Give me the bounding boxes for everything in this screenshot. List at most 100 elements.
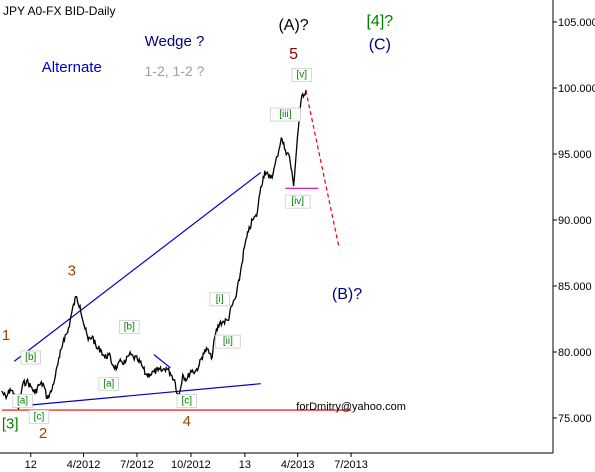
price-point <box>38 384 40 386</box>
chart-annotation: 1 <box>2 327 10 344</box>
price-point <box>239 273 241 275</box>
wave-label-minor: [ii] <box>223 336 233 347</box>
price-point <box>108 353 110 356</box>
wave-label-box <box>176 394 198 408</box>
chart-annotation: Wedge ? <box>145 33 205 50</box>
wave-label-box <box>12 394 33 408</box>
price-point <box>296 133 299 135</box>
price-point <box>301 95 303 97</box>
chart-annotation: 2 <box>39 425 47 442</box>
trend-line-1 <box>13 172 262 362</box>
chart-annotation: 1-2, 1-2 ? <box>145 63 205 79</box>
price-point <box>145 373 147 376</box>
wave-label-box <box>269 107 301 122</box>
trend-lines <box>2 90 352 411</box>
x-tick-label: 4/2012 <box>67 459 101 471</box>
price-point <box>58 356 61 358</box>
wave-label-box <box>284 194 311 209</box>
price-point <box>194 371 196 373</box>
price-point <box>83 324 85 327</box>
wave-label-box <box>215 334 241 349</box>
price-point <box>71 311 73 314</box>
price-point <box>62 338 65 340</box>
price-point <box>190 369 192 372</box>
y-tick-label: 85.000 <box>558 281 592 293</box>
price-point <box>140 364 143 366</box>
wave-label-box <box>28 409 50 424</box>
x-tick-label: 10/2012 <box>171 459 211 471</box>
price-point <box>280 137 282 139</box>
price-point <box>124 361 126 364</box>
wave-label-minor: [c] <box>182 395 193 406</box>
wave-label-box <box>291 68 313 82</box>
price-point <box>21 384 24 386</box>
wave-label-minor: [iv] <box>291 196 304 207</box>
x-tick-label: 7/2012 <box>120 459 154 471</box>
price-point <box>284 149 287 151</box>
price-point <box>116 367 118 369</box>
price-point <box>182 373 184 376</box>
chart-annotation: [3] <box>2 416 19 433</box>
price-point <box>79 305 81 307</box>
price-point <box>120 360 122 362</box>
price-point <box>173 379 176 381</box>
x-tick-label: 7/2013 <box>334 459 368 471</box>
price-point <box>214 332 217 335</box>
price-point <box>186 379 188 381</box>
y-tick-label: 80.000 <box>558 347 592 359</box>
price-point <box>34 392 36 394</box>
price-point <box>260 186 262 188</box>
price-point <box>95 347 98 349</box>
y-tick-label: 105.000 <box>558 17 595 29</box>
price-point <box>87 339 89 341</box>
price-point <box>17 408 20 410</box>
price-point <box>231 305 233 307</box>
price-point <box>42 382 44 385</box>
price-point <box>50 390 52 393</box>
price-point <box>247 231 250 233</box>
price-point <box>169 372 172 374</box>
price-series <box>1 89 307 410</box>
chart-annotation: 3 <box>68 262 76 279</box>
chart-annotation: (C) <box>369 37 391 54</box>
price-point <box>1 390 3 393</box>
chart-annotation: [4]? <box>366 13 393 30</box>
x-tick-label: 4/2013 <box>281 459 315 471</box>
chart-annotation: (B)? <box>332 286 362 303</box>
x-tick-label: 12 <box>25 459 37 471</box>
price-point <box>292 184 295 187</box>
price-point <box>46 397 48 399</box>
price-point <box>25 380 28 382</box>
price-point <box>9 388 11 390</box>
price-point <box>128 353 131 356</box>
price-point <box>149 373 151 376</box>
wave-label-minor: [a] <box>103 378 114 389</box>
y-tick-label: 90.000 <box>558 215 592 227</box>
price-point <box>157 369 159 372</box>
trend-line-3 <box>153 354 171 369</box>
price-point <box>30 385 32 388</box>
price-point <box>206 348 209 351</box>
trend-line-2 <box>18 383 261 407</box>
price-point <box>202 352 204 355</box>
wave-label-minor: [b] <box>25 352 36 363</box>
price-point <box>161 369 163 372</box>
wave-label-minor: [v] <box>297 69 308 80</box>
price-point <box>112 364 114 366</box>
price-point <box>210 357 213 360</box>
price-point <box>227 319 229 322</box>
wave-label-box <box>209 292 230 307</box>
price-point <box>218 322 221 324</box>
price-point <box>75 295 77 298</box>
price-point <box>276 155 278 158</box>
wave-label-minor: [i] <box>216 294 224 305</box>
wave-label-box <box>20 350 41 365</box>
chart-annotation: 5 <box>289 46 298 63</box>
price-point <box>235 295 237 298</box>
price-point <box>251 219 254 221</box>
price-point <box>99 348 102 351</box>
price-point <box>132 356 135 358</box>
chart-annotation: forDmitry@yahoo.com <box>296 401 406 413</box>
